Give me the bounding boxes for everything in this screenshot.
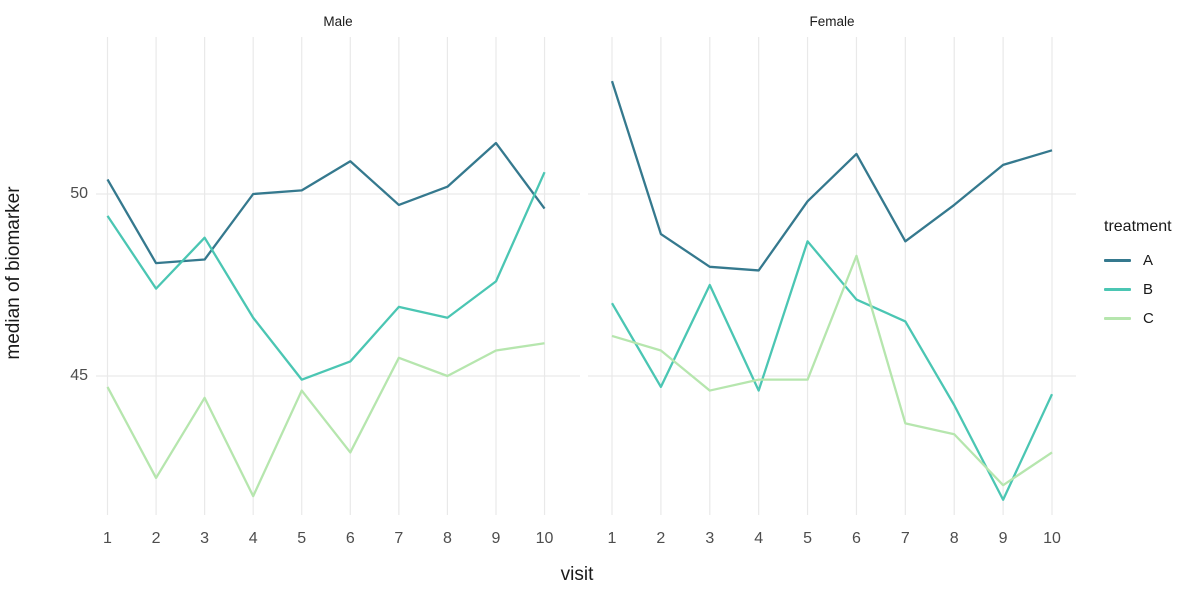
x-tick-label-female-8: 8 [949, 530, 959, 547]
line-treatment-B-male [106, 171, 546, 381]
x-tick-label-female-4: 4 [754, 530, 764, 547]
x-tick-label-male-8: 8 [442, 530, 452, 547]
line-treatment-B-female [611, 240, 1054, 501]
x-tick-label-male-3: 3 [200, 530, 210, 547]
x-tick-label-male-4: 4 [248, 530, 258, 547]
legend-item-C: C [1104, 304, 1172, 333]
line-treatment-C-female [611, 254, 1053, 487]
y-tick-label-45: 45 [70, 367, 88, 384]
legend-item-A: A [1104, 246, 1172, 275]
x-tick-label-male-10: 10 [535, 530, 554, 547]
x-tick-label-female-2: 2 [656, 530, 666, 547]
x-tick-label-female-5: 5 [803, 530, 812, 547]
x-tick-label-male-1: 1 [103, 530, 112, 547]
facet-label-female: Female [809, 14, 855, 29]
x-tick-label-female-7: 7 [900, 530, 910, 547]
legend-swatch-C [1104, 316, 1131, 321]
y-axis-title: median of biomarker [3, 186, 24, 360]
legend-label-A: A [1143, 252, 1154, 269]
y-tick-label-50: 50 [70, 185, 88, 202]
x-tick-label-female-6: 6 [851, 530, 861, 547]
legend-title: treatment [1104, 218, 1172, 235]
legend-swatch-A [1104, 258, 1131, 263]
legend-label-B: B [1143, 281, 1154, 298]
x-tick-label-female-10: 10 [1043, 530, 1061, 547]
x-tick-label-male-5: 5 [297, 530, 307, 547]
x-tick-label-male-2: 2 [151, 530, 161, 547]
x-tick-label-female-9: 9 [998, 530, 1008, 547]
x-tick-label-male-9: 9 [491, 530, 501, 547]
x-axis-title: visit [560, 564, 594, 585]
legend-item-B: B [1104, 275, 1172, 304]
legend-label-C: C [1143, 310, 1154, 327]
facet-label-male: Male [323, 14, 353, 29]
line-treatment-C-male [106, 342, 545, 498]
x-tick-label-female-1: 1 [607, 530, 617, 547]
legend-swatch-B [1104, 287, 1131, 292]
x-tick-label-female-3: 3 [705, 530, 715, 547]
line-treatment-A-male [106, 141, 546, 265]
line-treatment-A-female [610, 80, 1053, 272]
x-tick-label-male-6: 6 [345, 530, 355, 547]
x-tick-label-male-7: 7 [394, 530, 404, 547]
